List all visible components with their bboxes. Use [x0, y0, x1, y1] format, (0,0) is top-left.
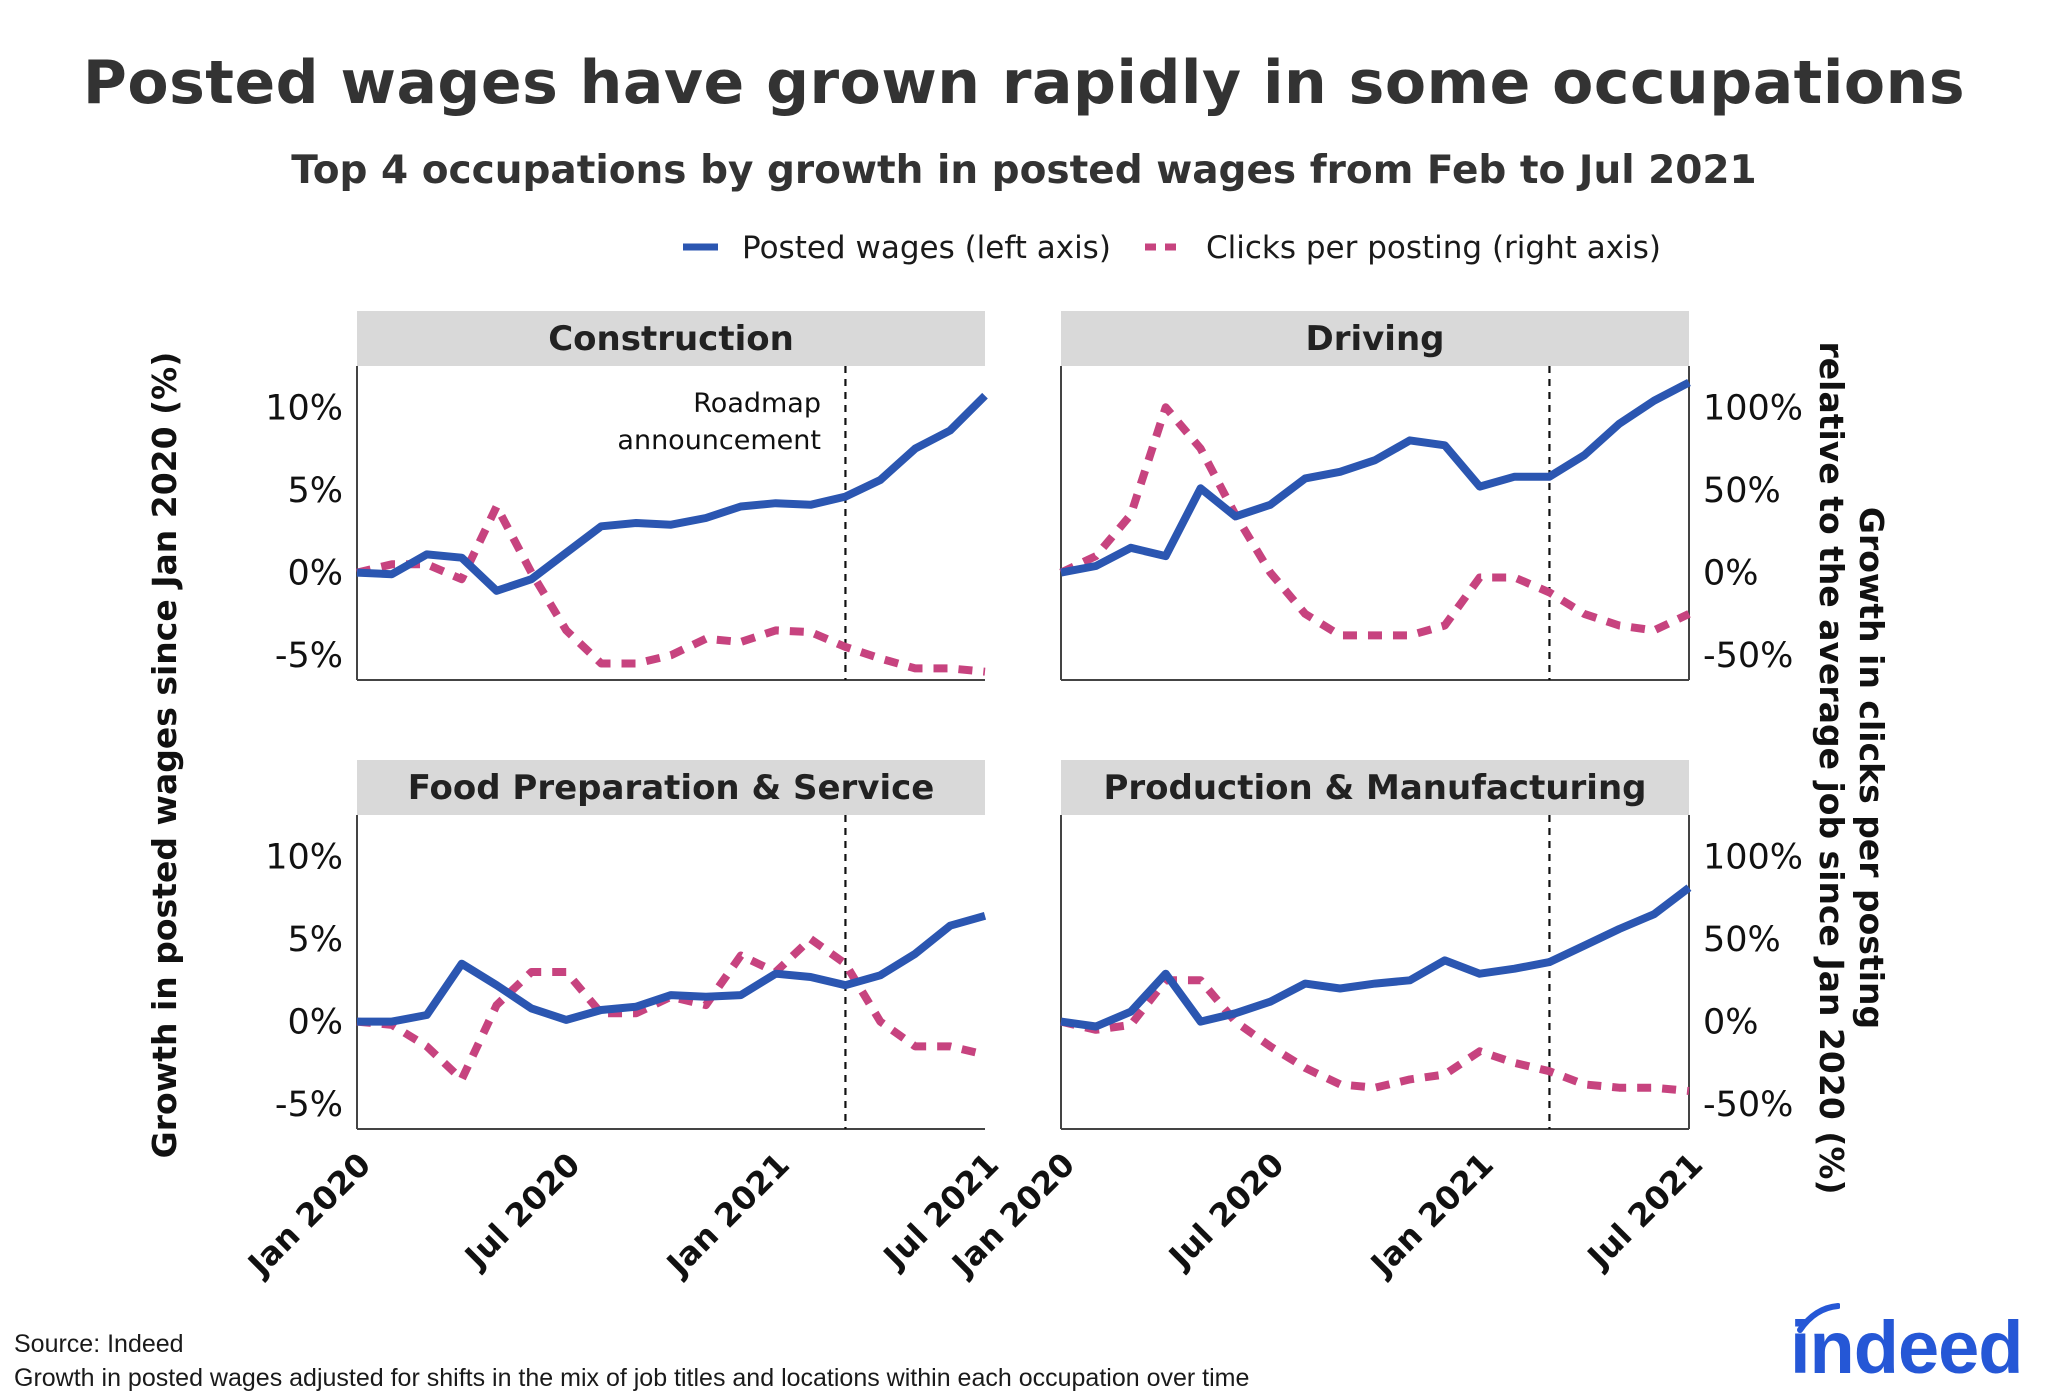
wages-line: [356, 392, 988, 595]
right-tick-label: 50%: [1703, 471, 1781, 511]
clicks-line: [356, 502, 986, 676]
x-tick-label: Jan 2021: [658, 1145, 797, 1284]
right-tick-label: 100%: [1703, 837, 1803, 877]
panel-title: Food Preparation & Service: [408, 768, 935, 808]
x-tick-label: Jul 2020: [456, 1145, 587, 1276]
clicks-line: [1059, 403, 1691, 640]
wages-line: [1060, 378, 1691, 577]
right-tick-label: 0%: [1703, 554, 1759, 594]
roadmap-label-line1: Roadmap: [693, 388, 821, 419]
right-tick-label: -50%: [1703, 636, 1793, 676]
right-tick-label: 100%: [1703, 388, 1803, 428]
clicks-line: [356, 934, 986, 1084]
panel-title: Production & Manufacturing: [1103, 768, 1646, 808]
panel-strip: [357, 760, 985, 815]
x-tick-label: Jul 2020: [1160, 1145, 1291, 1276]
left-tick-label: 5%: [287, 471, 343, 511]
wages-line: [357, 911, 987, 1026]
left-tick-label: -5%: [275, 636, 343, 676]
panel-production-manufacturing: Production & Manufacturing 100% 50% 0% -50% J…: [943, 760, 1803, 1284]
right-axis-label-line1: Growth in clicks per posting: [1852, 507, 1891, 1029]
panel-title: Construction: [548, 319, 794, 359]
left-tick-label: 0%: [287, 1003, 343, 1043]
left-tick-label: 10%: [265, 388, 343, 428]
panel-driving: Driving 100% 50% 0% -50%: [1059, 311, 1803, 681]
chart-subtitle: Top 4 occupations by growth in posted wa…: [291, 148, 1757, 193]
indeed-logo: indeed: [1790, 1306, 2023, 1389]
right-tick-label: 0%: [1703, 1003, 1759, 1043]
left-tick-label: -5%: [275, 1085, 343, 1125]
legend-wages-label: Posted wages (left axis): [742, 230, 1111, 266]
logo-arc-icon: [1797, 1303, 1840, 1333]
right-tick-label: -50%: [1703, 1085, 1793, 1125]
x-tick-label: Jan 2020: [239, 1145, 378, 1284]
legend: Posted wages (left axis) Clicks per post…: [683, 230, 1661, 266]
panel-strip: [357, 311, 985, 366]
panel-food-preparation-service: Food Preparation & Service 10% 5% 0% -5% Jan …: [239, 760, 1006, 1284]
panel-construction: Construction 10% 5% 0% -5%: [265, 311, 988, 681]
legend-clicks-label: Clicks per posting (right axis): [1206, 230, 1661, 266]
methodology-note: Growth in posted wages adjusted for shif…: [14, 1364, 1250, 1392]
right-axis-label-line2: relative to the average job since Jan 20…: [1812, 341, 1851, 1194]
x-tick-label: Jan 2021: [1362, 1145, 1501, 1284]
panel-title: Driving: [1305, 319, 1444, 359]
panel-strip: [1061, 311, 1689, 366]
left-tick-label: 5%: [287, 920, 343, 960]
roadmap-label-line2: announcement: [617, 425, 821, 456]
right-tick-label: 50%: [1703, 920, 1781, 960]
panels: Construction 10% 5% 0% -5% Driving 100% 50% 0% -5…: [239, 311, 1803, 1284]
left-axis-label: Growth in posted wages since Jan 2020 (%…: [145, 352, 184, 1159]
chart-title: Posted wages have grown rapidly in some …: [82, 48, 1966, 118]
panel-strip: [1061, 760, 1689, 815]
left-tick-label: 0%: [287, 554, 343, 594]
x-tick-label: Jul 2021: [1579, 1145, 1710, 1276]
left-tick-label: 10%: [265, 837, 343, 877]
wages-line: [1060, 884, 1692, 1031]
source-note: Source: Indeed: [14, 1330, 184, 1358]
clicks-line: [1060, 976, 1690, 1095]
